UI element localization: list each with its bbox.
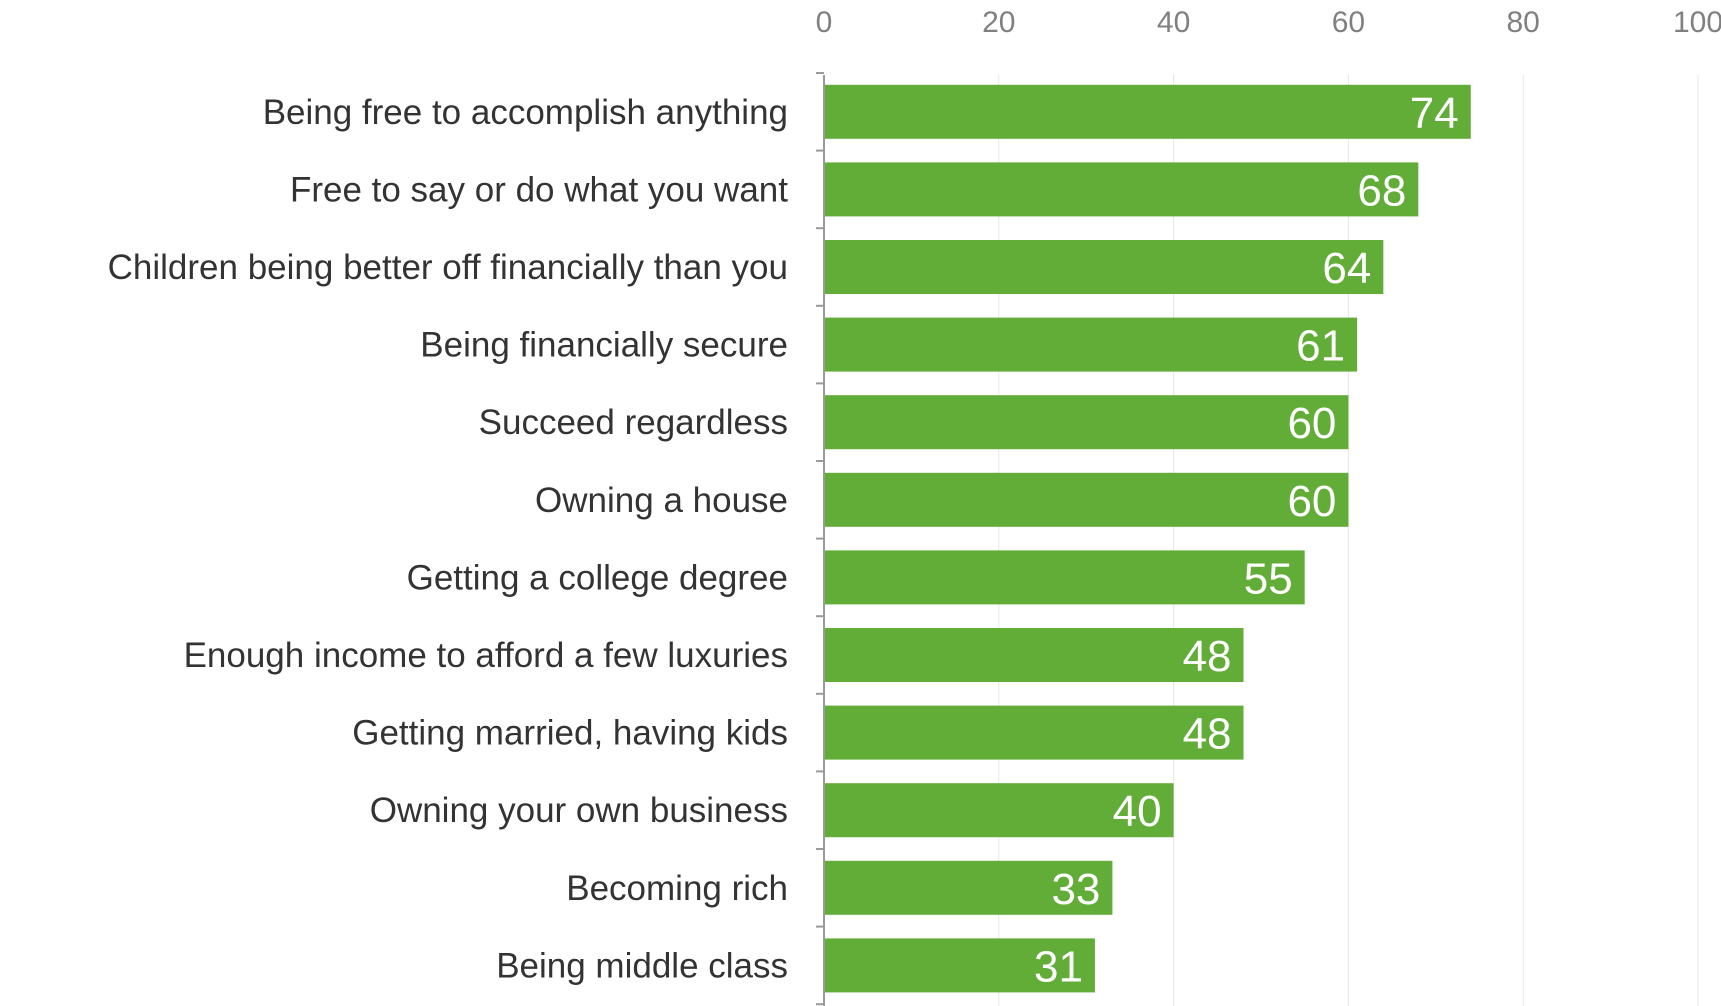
bar bbox=[825, 860, 1113, 915]
x-tick-label: 0 bbox=[816, 6, 833, 39]
bar bbox=[825, 783, 1174, 838]
category-label: Getting a college degree bbox=[407, 558, 788, 597]
category-label: Being free to accomplish anything bbox=[263, 93, 788, 132]
category-label: Being financially secure bbox=[420, 326, 788, 365]
value-label: 60 bbox=[1287, 399, 1336, 448]
bar bbox=[825, 472, 1349, 527]
y-axis bbox=[816, 72, 825, 1006]
value-label: 48 bbox=[1183, 632, 1232, 681]
bar bbox=[825, 395, 1349, 450]
category-label: Being middle class bbox=[496, 946, 788, 985]
category-label: Becoming rich bbox=[566, 869, 788, 908]
bar bbox=[825, 240, 1384, 294]
value-label: 31 bbox=[1034, 942, 1083, 991]
bar bbox=[825, 550, 1305, 605]
category-label: Enough income to afford a few luxuries bbox=[184, 636, 788, 675]
x-tick-label: 20 bbox=[982, 6, 1015, 39]
bar bbox=[825, 317, 1358, 372]
value-label: 48 bbox=[1183, 710, 1232, 759]
value-label: 55 bbox=[1244, 554, 1293, 603]
value-label: 74 bbox=[1410, 89, 1459, 138]
x-tick-label: 40 bbox=[1157, 6, 1190, 39]
bar bbox=[825, 84, 1471, 139]
x-tick-label: 80 bbox=[1507, 6, 1540, 39]
bar bbox=[825, 938, 1095, 993]
bar bbox=[825, 628, 1244, 682]
value-label: 61 bbox=[1296, 322, 1345, 371]
gridlines bbox=[998, 75, 1699, 1006]
category-label: Owning your own business bbox=[370, 791, 788, 830]
bars bbox=[825, 84, 1471, 993]
bar bbox=[825, 162, 1419, 217]
value-label: 60 bbox=[1287, 477, 1336, 526]
category-label: Free to say or do what you want bbox=[290, 170, 788, 209]
category-label: Children being better off financially th… bbox=[108, 248, 788, 287]
category-label: Owning a house bbox=[535, 481, 788, 520]
value-label: 64 bbox=[1322, 244, 1371, 293]
category-labels: Being free to accomplish anything Free to… bbox=[108, 93, 789, 986]
bar bbox=[825, 705, 1244, 760]
category-label: Succeed regardless bbox=[479, 403, 788, 442]
value-label: 68 bbox=[1357, 166, 1406, 215]
x-axis-ticks: 0 20 40 60 80 100 bbox=[816, 6, 1721, 39]
value-label: 33 bbox=[1051, 865, 1100, 914]
value-label: 40 bbox=[1113, 787, 1162, 836]
x-tick-label: 100 bbox=[1673, 6, 1721, 39]
category-label: Getting married, having kids bbox=[352, 714, 788, 753]
x-tick-label: 60 bbox=[1332, 6, 1365, 39]
